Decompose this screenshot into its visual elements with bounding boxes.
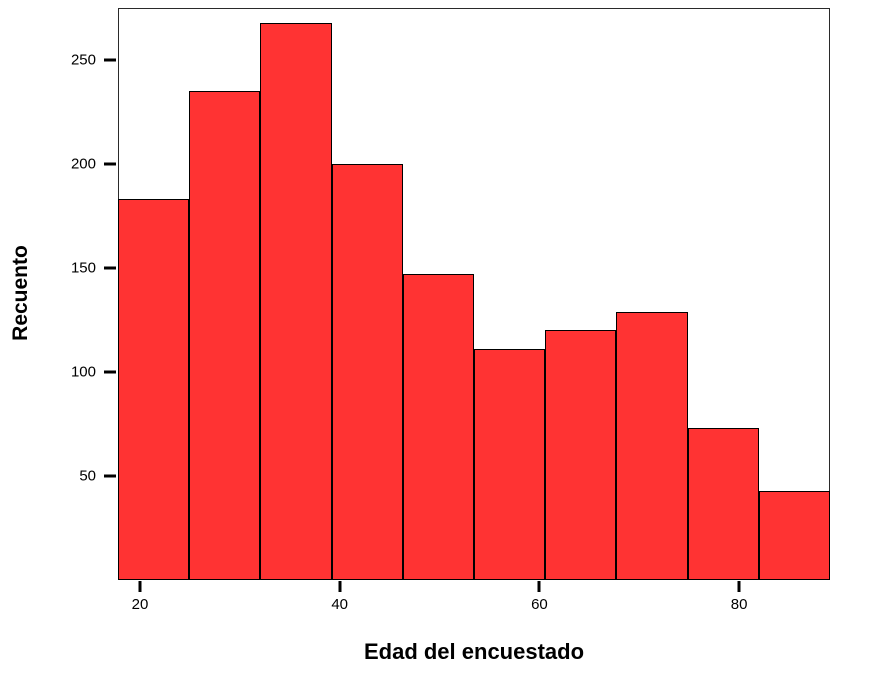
y-axis-tick-label: 50 <box>79 467 96 485</box>
y-axis-tick-label: 250 <box>70 51 96 69</box>
x-axis-title: Edad del encuestado <box>363 639 585 664</box>
x-axis-tick <box>138 581 142 592</box>
x-axis-tick <box>537 581 541 592</box>
histogram-bar <box>616 311 688 580</box>
histogram-bar <box>402 274 474 580</box>
y-axis-tick <box>104 474 116 478</box>
x-axis-tick <box>737 581 741 592</box>
x-axis-tick-label: 80 <box>730 596 748 613</box>
histogram-bar <box>189 91 261 580</box>
x-axis-tick <box>338 581 342 592</box>
histogram-bar <box>118 199 190 580</box>
y-axis-tick-label: 200 <box>70 155 96 173</box>
histogram-bar <box>331 164 403 580</box>
y-axis-tick <box>104 266 116 270</box>
y-axis-tick-label: 150 <box>70 259 96 277</box>
histogram-bar <box>260 22 332 580</box>
x-axis-tick-label: 40 <box>331 596 349 613</box>
histogram-bar <box>758 490 830 580</box>
x-axis-tick-label: 20 <box>131 596 149 613</box>
histogram-bar <box>545 330 617 580</box>
y-axis-tick <box>104 370 116 374</box>
y-axis-tick <box>104 162 116 166</box>
histogram-bar <box>687 428 759 580</box>
x-axis-tick-label: 60 <box>531 596 548 613</box>
y-axis-tick-label: 100 <box>70 363 96 381</box>
histogram-bar <box>474 349 546 580</box>
y-axis-title: Recuento <box>9 245 32 341</box>
y-axis-tick <box>104 58 116 62</box>
plot-area: 50 100 150 200 250 20 40 60 80 <box>71 8 830 612</box>
